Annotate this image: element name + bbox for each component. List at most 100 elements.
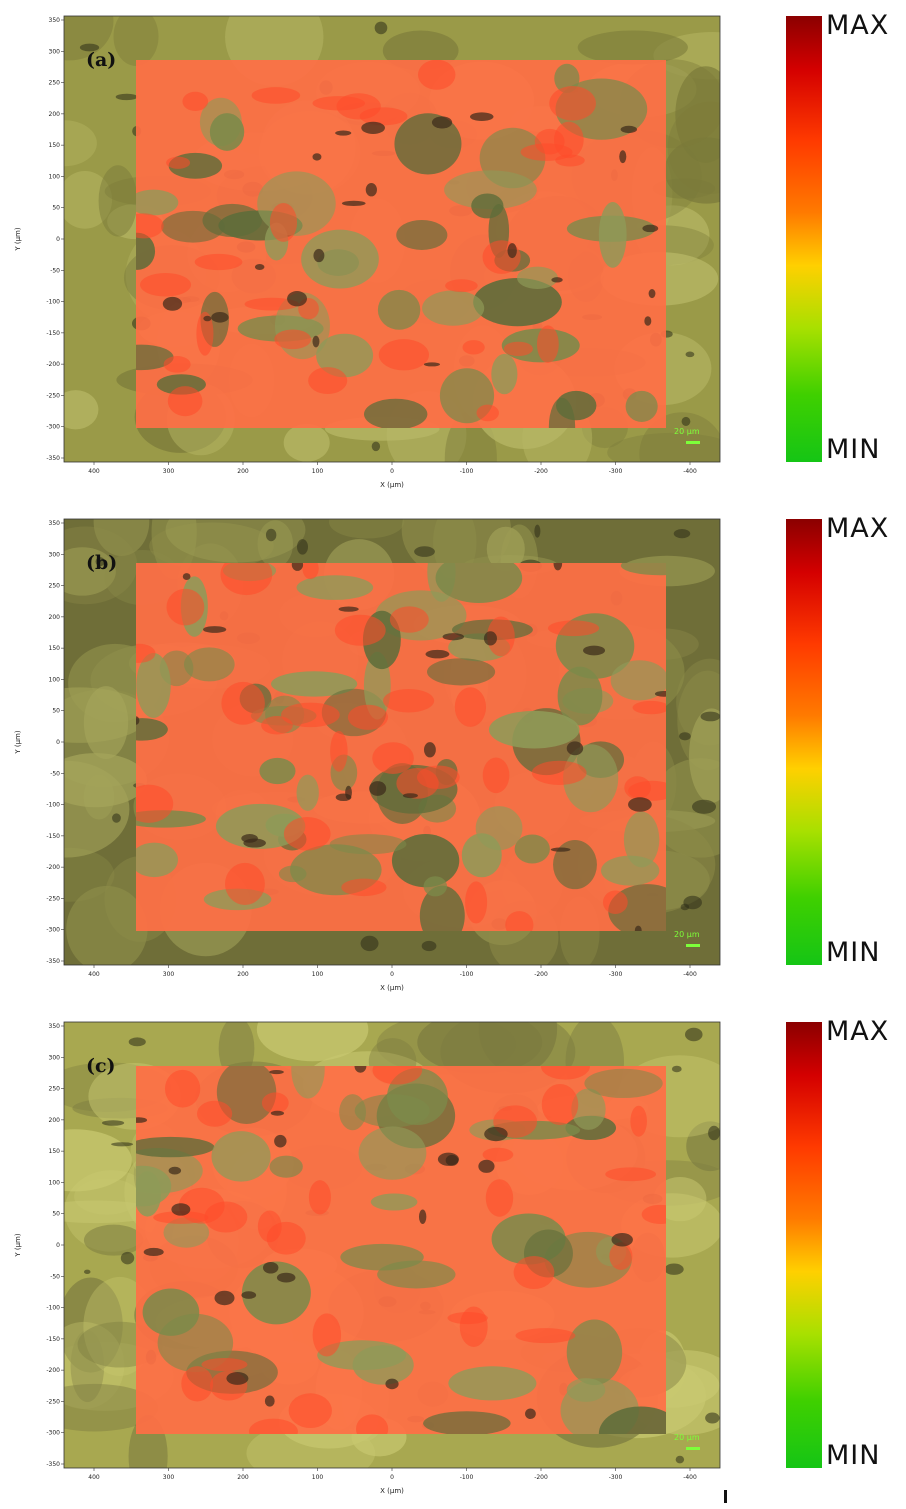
x-tick-label: 400	[88, 1474, 100, 1481]
y-tick-label: -100	[46, 1305, 60, 1312]
x-tick-label: 300	[163, 468, 175, 475]
x-tick-label: 200	[237, 1474, 249, 1481]
y-tick-label: 150	[49, 645, 61, 652]
raman-map-image: 350 300 250 200 150 100 50 0 -50 -100 -150 -200 -250…	[14, 15, 721, 489]
raman-map-panel: 350 300 250 200 150 100 50 0 -50 -100 -150 -200 -250…	[0, 503, 906, 1006]
x-tick-label: -200	[534, 971, 548, 978]
x-tick-label: 100	[312, 971, 324, 978]
y-tick-label: -300	[46, 424, 60, 431]
y-tick-label: -200	[46, 864, 60, 871]
y-tick-label: -350	[46, 455, 60, 462]
scale-bar-label: 20 µm	[674, 930, 700, 939]
x-tick-label: -100	[460, 971, 474, 978]
x-tick-label: 300	[163, 1474, 175, 1481]
y-tick-label: 50	[52, 1211, 60, 1218]
y-tick-label: -100	[46, 802, 60, 809]
y-tick-label: 300	[49, 551, 61, 558]
y-tick-label: 300	[49, 48, 61, 55]
y-tick-label: 250	[49, 80, 61, 87]
x-tick-label: -400	[683, 468, 697, 475]
x-tick-label: 300	[163, 971, 175, 978]
colorbar-min-label: MIN	[826, 1440, 881, 1471]
colorbar-min-label: MIN	[826, 937, 881, 968]
y-tick-label: 0	[56, 236, 60, 243]
x-tick-label: 200	[237, 971, 249, 978]
scale-bar-label: 20 µm	[674, 427, 700, 436]
x-tick-label: -200	[534, 468, 548, 475]
x-tick-label: -300	[609, 971, 623, 978]
y-tick-label: -200	[46, 1367, 60, 1374]
y-tick-label: -150	[46, 1336, 60, 1343]
y-tick-label: -250	[46, 895, 60, 902]
x-tick-label: 400	[88, 971, 100, 978]
x-axis-title: X (µm)	[380, 481, 404, 489]
panel-label: (a)	[86, 49, 116, 71]
x-tick-label: 0	[390, 1474, 394, 1481]
y-tick-label: 250	[49, 1086, 61, 1093]
x-tick-label: 100	[312, 468, 324, 475]
x-tick-label: -400	[683, 1474, 697, 1481]
y-tick-label: 200	[49, 111, 61, 118]
colorbar-max-label: MAX	[826, 10, 890, 41]
y-tick-label: -150	[46, 833, 60, 840]
y-tick-label: 200	[49, 1117, 61, 1124]
y-tick-label: -50	[50, 267, 60, 274]
y-axis-title: Y (µm)	[14, 1233, 22, 1258]
y-tick-label: -300	[46, 1430, 60, 1437]
y-tick-label: 200	[49, 614, 61, 621]
x-tick-label: -200	[534, 1474, 548, 1481]
raman-map-image: 350 300 250 200 150 100 50 0 -50 -100 -150 -200 -250…	[14, 1021, 721, 1495]
y-axis-title: Y (µm)	[14, 227, 22, 252]
y-tick-label: -350	[46, 958, 60, 965]
y-tick-label: 250	[49, 583, 61, 590]
x-tick-label: 0	[390, 971, 394, 978]
intensity-colorbar	[786, 16, 822, 462]
y-axis-title: Y (µm)	[14, 730, 22, 755]
y-tick-label: -350	[46, 1461, 60, 1468]
raman-map-panel: 350 300 250 200 150 100 50 0 -50 -100 -150 -200 -250…	[0, 0, 906, 503]
x-tick-label: 0	[390, 468, 394, 475]
panel-label: (c)	[86, 1055, 116, 1077]
x-tick-label: 100	[312, 1474, 324, 1481]
x-tick-label: 400	[88, 468, 100, 475]
colorbar-min-label: MIN	[826, 434, 881, 465]
y-tick-label: 350	[49, 17, 61, 24]
colorbar-max-label: MAX	[826, 1016, 890, 1047]
y-tick-label: -300	[46, 927, 60, 934]
y-tick-label: 350	[49, 1023, 61, 1030]
y-tick-label: 350	[49, 520, 61, 527]
y-tick-label: -50	[50, 770, 60, 777]
intensity-colorbar	[786, 519, 822, 965]
y-tick-label: -250	[46, 1398, 60, 1405]
x-tick-label: -300	[609, 1474, 623, 1481]
y-tick-label: 150	[49, 1148, 61, 1155]
raman-map-panel: 350 300 250 200 150 100 50 0 -50 -100 -150 -200 -250…	[0, 1006, 906, 1509]
y-tick-label: 300	[49, 1054, 61, 1061]
stray-mark	[724, 1490, 727, 1503]
y-tick-label: 100	[49, 676, 61, 683]
y-tick-label: -100	[46, 299, 60, 306]
y-tick-label: 50	[52, 708, 60, 715]
y-tick-label: -150	[46, 330, 60, 337]
panel-label: (b)	[86, 552, 117, 574]
x-tick-label: -100	[460, 1474, 474, 1481]
y-tick-label: -250	[46, 392, 60, 399]
scale-bar	[686, 441, 700, 444]
x-tick-label: -300	[609, 468, 623, 475]
y-tick-label: 0	[56, 739, 60, 746]
y-tick-label: 50	[52, 205, 60, 212]
colorbar-max-label: MAX	[826, 513, 890, 544]
x-axis-title: X (µm)	[380, 1487, 404, 1495]
scale-bar	[686, 944, 700, 947]
raman-map-image: 350 300 250 200 150 100 50 0 -50 -100 -150 -200 -250…	[14, 518, 721, 992]
y-tick-label: 100	[49, 173, 61, 180]
intensity-colorbar	[786, 1022, 822, 1468]
y-tick-label: 150	[49, 142, 61, 149]
x-axis-title: X (µm)	[380, 984, 404, 992]
y-tick-label: 100	[49, 1179, 61, 1186]
scale-bar	[686, 1447, 700, 1450]
x-tick-label: -100	[460, 468, 474, 475]
y-tick-label: -200	[46, 361, 60, 368]
y-tick-label: 0	[56, 1242, 60, 1249]
x-tick-label: -400	[683, 971, 697, 978]
